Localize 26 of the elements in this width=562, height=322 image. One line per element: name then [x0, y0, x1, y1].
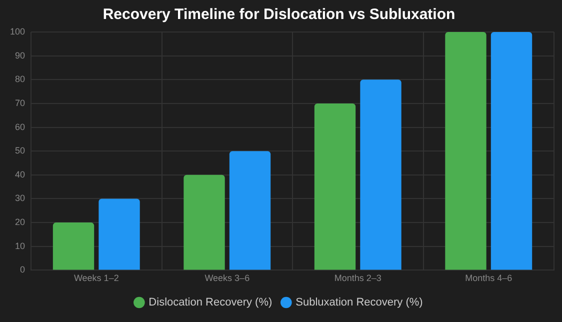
y-tick-label: 90	[15, 50, 26, 60]
bar	[184, 174, 225, 270]
y-tick-label: 100	[10, 26, 26, 36]
x-tick-label: Weeks 1–2	[74, 273, 119, 284]
x-tick-label: Months 4–6	[465, 273, 512, 284]
bar	[98, 198, 140, 270]
y-tick-label: 80	[15, 74, 26, 84]
x-tick-label: Weeks 3–6	[204, 273, 250, 284]
bar	[360, 80, 402, 270]
bar	[445, 32, 486, 270]
y-tick-label: 70	[15, 98, 26, 108]
y-tick-label: 50	[15, 146, 26, 156]
y-tick-label: 40	[15, 169, 26, 180]
y-tick-label: 30	[15, 193, 26, 204]
y-tick-label: 60	[15, 122, 26, 132]
legend-label: Dislocation Recovery (%)	[148, 296, 272, 309]
chart-title: Recovery Timeline for Dislocation vs Subluxation	[102, 6, 456, 24]
bar	[314, 103, 356, 270]
bar	[52, 222, 94, 270]
bar	[229, 151, 271, 270]
y-tick-label: 10	[15, 240, 26, 251]
y-tick-label: 20	[15, 217, 26, 228]
bar	[490, 32, 532, 270]
y-tick-label: 0	[20, 264, 26, 275]
legend-label: Subluxation Recovery (%)	[296, 296, 423, 309]
x-tick-label: Months 2–3	[334, 273, 382, 284]
